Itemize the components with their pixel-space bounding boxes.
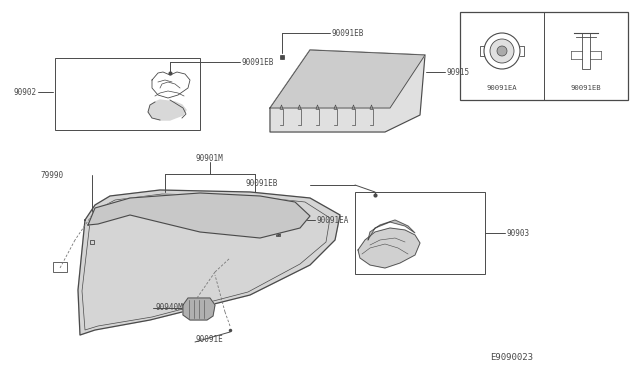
Polygon shape [368,220,415,240]
Bar [280,55,284,59]
Polygon shape [358,228,420,268]
Polygon shape [183,298,215,320]
Text: E9090023: E9090023 [490,353,533,362]
Bar [355,192,485,274]
Bar [90,240,94,244]
Text: 90091EB: 90091EB [332,29,364,38]
Text: 90091EB: 90091EB [245,179,277,187]
Circle shape [497,46,507,56]
Bar [460,12,628,100]
Bar [53,262,67,272]
Polygon shape [78,190,340,335]
Polygon shape [270,50,425,108]
Polygon shape [148,100,186,120]
Text: 90940M: 90940M [155,302,183,311]
Bar [55,58,200,130]
Text: 90091EA: 90091EA [486,85,517,91]
Polygon shape [88,193,310,238]
Bar [582,33,590,69]
Circle shape [490,39,514,63]
Text: 90091EB: 90091EB [571,85,602,91]
Text: 90091EB: 90091EB [242,58,275,67]
Text: 90902: 90902 [13,87,36,96]
Bar [276,232,280,236]
Text: 90091EA: 90091EA [317,215,349,224]
Polygon shape [270,50,425,132]
Text: 90903: 90903 [507,228,530,237]
Text: 79990: 79990 [40,170,63,180]
Text: 90915: 90915 [447,67,470,77]
Text: 90901M: 90901M [195,154,223,163]
Text: 90091E: 90091E [195,336,223,344]
